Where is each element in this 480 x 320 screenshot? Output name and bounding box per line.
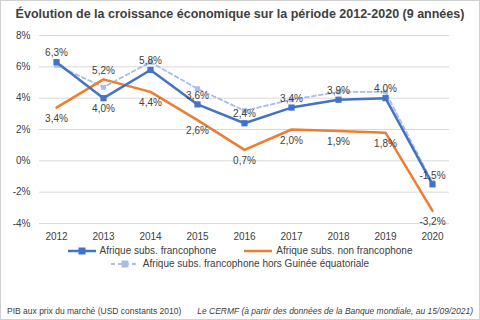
- svg-text:2017: 2017: [280, 231, 303, 242]
- svg-text:-2%: -2%: [13, 186, 31, 197]
- svg-text:3,4%: 3,4%: [280, 93, 303, 104]
- svg-text:2019: 2019: [374, 231, 397, 242]
- svg-text:0%: 0%: [16, 155, 31, 166]
- svg-text:-1,5%: -1,5%: [419, 170, 445, 181]
- svg-text:3,9%: 3,9%: [327, 85, 350, 96]
- html-text:Le CERMF (à partir des données: Le CERMF (à partir des données de la Ban…: [197, 306, 473, 316]
- svg-text:0,7%: 0,7%: [233, 155, 256, 166]
- svg-text:2020: 2020: [421, 231, 444, 242]
- svg-text:2,4%: 2,4%: [233, 108, 256, 119]
- svg-text:2%: 2%: [16, 124, 31, 135]
- svg-text:2,0%: 2,0%: [280, 135, 303, 146]
- svg-text:1,9%: 1,9%: [327, 136, 350, 147]
- svg-text:2016: 2016: [233, 231, 256, 242]
- html-text:Évolution de la croissance éco: Évolution de la croissance économique su…: [15, 7, 465, 21]
- svg-text:8%: 8%: [16, 30, 31, 41]
- svg-text:6,3%: 6,3%: [45, 47, 68, 58]
- svg-text:3,4%: 3,4%: [45, 113, 68, 124]
- html-text:Afrique subs. francophone: Afrique subs. francophone: [99, 245, 217, 256]
- html-text:Afrique subs. francophone hors: Afrique subs. francophone hors Guinée éq…: [142, 258, 370, 269]
- svg-text:4,0%: 4,0%: [92, 103, 115, 114]
- svg-text:4,4%: 4,4%: [139, 97, 162, 108]
- svg-text:5,2%: 5,2%: [92, 65, 115, 76]
- svg-text:6%: 6%: [16, 61, 31, 72]
- svg-text:3,6%: 3,6%: [186, 90, 209, 101]
- svg-text:2012: 2012: [45, 231, 68, 242]
- svg-text:4%: 4%: [16, 92, 31, 103]
- svg-text:1,8%: 1,8%: [374, 138, 397, 149]
- svg-text:2013: 2013: [92, 231, 115, 242]
- svg-text:-3,2%: -3,2%: [419, 216, 445, 227]
- html-text:Afrique subs. non francophone: Afrique subs. non francophone: [276, 245, 413, 256]
- svg-text:2,6%: 2,6%: [186, 125, 209, 136]
- svg-text:2014: 2014: [139, 231, 162, 242]
- svg-text:2015: 2015: [186, 231, 209, 242]
- svg-text:5,8%: 5,8%: [139, 55, 162, 66]
- svg-text:-4%: -4%: [13, 218, 31, 229]
- svg-text:2018: 2018: [327, 231, 350, 242]
- svg-text:4,0%: 4,0%: [374, 83, 397, 94]
- html-text:PIB aux prix du marché (USD co: PIB aux prix du marché (USD constants 20…: [7, 306, 182, 316]
